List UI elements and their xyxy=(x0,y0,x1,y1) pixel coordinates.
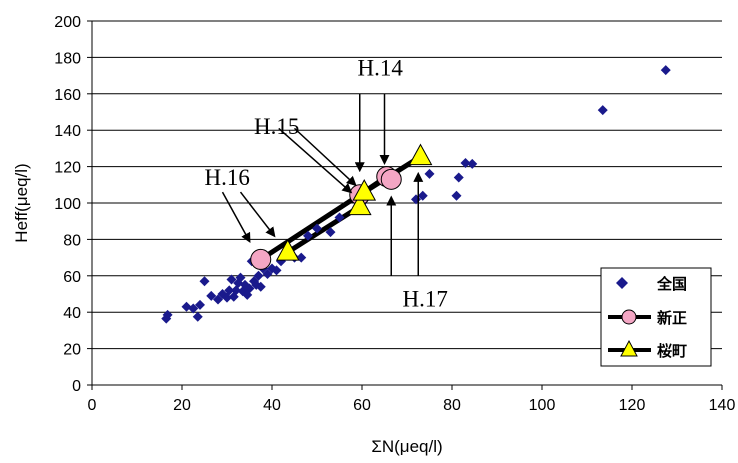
annotation-label: H.14 xyxy=(358,56,404,81)
annotation-arrow xyxy=(278,127,353,194)
data-point-national xyxy=(451,190,462,201)
data-point-national xyxy=(460,157,471,168)
data-point-sakuramachi xyxy=(347,193,372,216)
data-point-national xyxy=(453,172,464,183)
data-point-national xyxy=(334,212,345,223)
x-tick-label: 20 xyxy=(173,397,191,414)
data-points xyxy=(161,65,671,324)
data-point-national xyxy=(224,285,235,296)
data-point-national xyxy=(235,272,246,283)
annotation-label: H.17 xyxy=(403,287,448,312)
legend-item-sakuramachi: 桜町 xyxy=(608,339,687,360)
data-point-national xyxy=(188,303,199,314)
data-point-national xyxy=(255,281,266,292)
axes xyxy=(87,20,723,390)
x-axis-title: ΣN(μeq/l) xyxy=(371,437,442,456)
data-point-national xyxy=(660,65,671,76)
y-tick-label: 60 xyxy=(63,269,81,286)
data-point-national xyxy=(467,158,478,169)
data-point-national xyxy=(231,285,241,296)
legend-label-shinsho: 新正 xyxy=(657,309,687,327)
legend: 全国 新正 桜町 xyxy=(600,267,712,367)
x-tick-label: 100 xyxy=(529,397,556,414)
data-point-national xyxy=(303,230,313,241)
data-point-national xyxy=(199,276,210,287)
data-point-shinsho xyxy=(250,248,272,270)
y-tick-label: 160 xyxy=(54,87,81,104)
data-point-national xyxy=(424,168,435,179)
y-tick-label: 0 xyxy=(72,378,81,395)
data-point-national xyxy=(222,292,232,303)
y-tick-label: 100 xyxy=(54,196,81,213)
annotation-label: H.15 xyxy=(254,114,299,139)
legend-triangle-marker xyxy=(620,339,638,357)
y-axis-title: Heff(μeq/l) xyxy=(12,163,31,242)
legend-diamond-marker xyxy=(616,277,628,289)
x-tick-label: 80 xyxy=(443,397,461,414)
data-point-sakuramachi xyxy=(275,239,300,261)
legend-item-national: 全国 xyxy=(616,275,687,293)
y-tick-label: 140 xyxy=(54,123,81,140)
annotation-arrow xyxy=(239,191,276,238)
legend-label-sakuramachi: 桜町 xyxy=(657,342,687,360)
data-point-sakuramachi xyxy=(352,179,377,201)
data-point-sakuramachi xyxy=(408,143,433,166)
annotation-arrow xyxy=(293,127,357,187)
annotation-label: H.16 xyxy=(205,165,250,190)
annotations: H.14 H.15 H.16 H.17 xyxy=(205,56,448,312)
data-point-national xyxy=(597,105,608,116)
data-point-national xyxy=(253,270,264,281)
data-point-national xyxy=(312,223,322,234)
data-point-national xyxy=(244,283,255,294)
x-tick-label: 60 xyxy=(353,397,371,414)
tick-labels: 0 20 40 60 80 100 120 140 0 20 40 60 80 100 120 140 160 1… xyxy=(54,14,735,414)
y-tick-label: 80 xyxy=(63,232,81,249)
x-tick-label: 40 xyxy=(263,397,281,414)
y-tick-label: 200 xyxy=(54,14,81,31)
legend-label-national: 全国 xyxy=(656,275,687,293)
legend-circle-marker xyxy=(621,309,637,325)
data-point-national xyxy=(195,299,205,310)
x-tick-label: 120 xyxy=(619,397,646,414)
y-tick-label: 40 xyxy=(63,305,81,322)
data-point-national xyxy=(271,265,282,276)
data-point-national xyxy=(325,227,336,238)
data-point-national xyxy=(417,190,428,201)
legend-item-shinsho: 新正 xyxy=(608,309,687,327)
x-tick-label: 140 xyxy=(709,397,736,414)
data-point-shinsho xyxy=(380,168,402,190)
data-point-national xyxy=(206,290,217,301)
annotation-arrow xyxy=(221,191,251,243)
data-point-national xyxy=(226,274,237,285)
y-tick-label: 20 xyxy=(63,342,81,359)
x-tick-label: 0 xyxy=(88,397,97,414)
data-point-national xyxy=(162,309,173,320)
data-point-national xyxy=(192,311,203,322)
y-tick-label: 180 xyxy=(54,50,81,67)
y-tick-label: 120 xyxy=(54,160,81,177)
